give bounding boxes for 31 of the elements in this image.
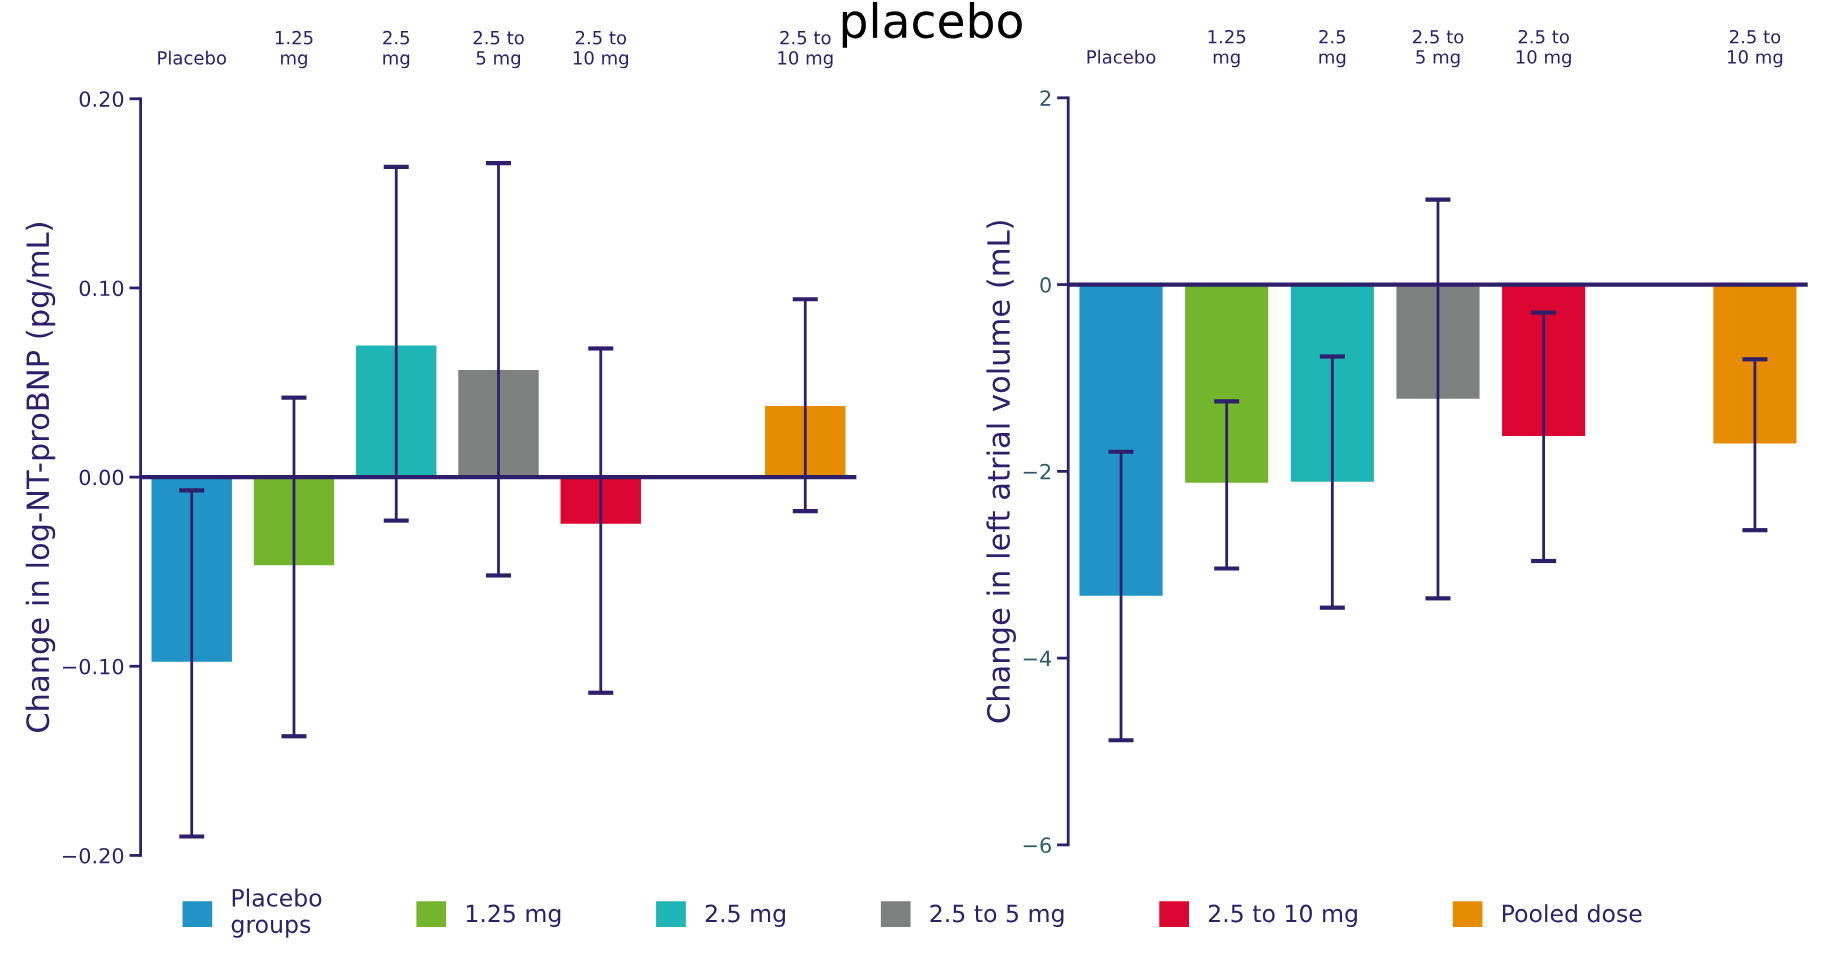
y-tick-label: 0.00 bbox=[79, 469, 124, 486]
y-tick-label: −4 bbox=[1023, 650, 1052, 667]
legend-label: Pooled dose bbox=[1502, 904, 1642, 923]
x-tick-label: 2.5 mg bbox=[383, 30, 410, 69]
x-tick-label: 2.5 to 10 mg bbox=[573, 30, 628, 69]
x-tick-label: 2.5 mg bbox=[1319, 29, 1346, 68]
legend-label: 1.25 mg bbox=[466, 904, 561, 927]
y-tick-label: 0.20 bbox=[79, 91, 124, 107]
y-axis-title: Change in log-NT-proBNP (pg/mL) bbox=[25, 223, 56, 733]
y-tick-label: −2 bbox=[1023, 463, 1051, 480]
y-tick-label: 0 bbox=[1040, 277, 1051, 293]
x-tick-label: 2.5 to 10 mg bbox=[1516, 29, 1571, 68]
legend-label: 2.5 to 10 mg bbox=[1208, 904, 1357, 927]
x-tick-label: 1.25 mg bbox=[1208, 29, 1246, 68]
x-tick-label: 2.5 to 10 mg bbox=[1728, 29, 1783, 68]
x-tick-label: 2.5 to 10 mg bbox=[778, 30, 833, 69]
y-tick-label: −0.20 bbox=[62, 847, 124, 864]
y-tick-label: −0.10 bbox=[62, 658, 124, 675]
y-tick-label: 0.10 bbox=[79, 280, 124, 297]
x-tick-label: Placebo bbox=[158, 50, 226, 65]
y-tick-label: 2 bbox=[1040, 90, 1051, 106]
y-axis-title: Change in left atrial volume (mL) bbox=[986, 221, 1016, 723]
x-tick-label: 1.25 mg bbox=[275, 30, 313, 69]
x-tick-label: Placebo bbox=[1087, 49, 1156, 64]
legend-label: 2.5 to 5 mg bbox=[930, 904, 1064, 927]
x-tick-label: 2.5 to 5 mg bbox=[473, 30, 524, 69]
legend-label: Placebo groups bbox=[231, 888, 322, 938]
chart-title: placebo bbox=[842, 1, 1022, 48]
x-tick-label: 2.5 to 5 mg bbox=[1413, 29, 1464, 68]
legend-label: 2.5 mg bbox=[705, 904, 785, 927]
y-tick-label: −6 bbox=[1023, 837, 1051, 854]
